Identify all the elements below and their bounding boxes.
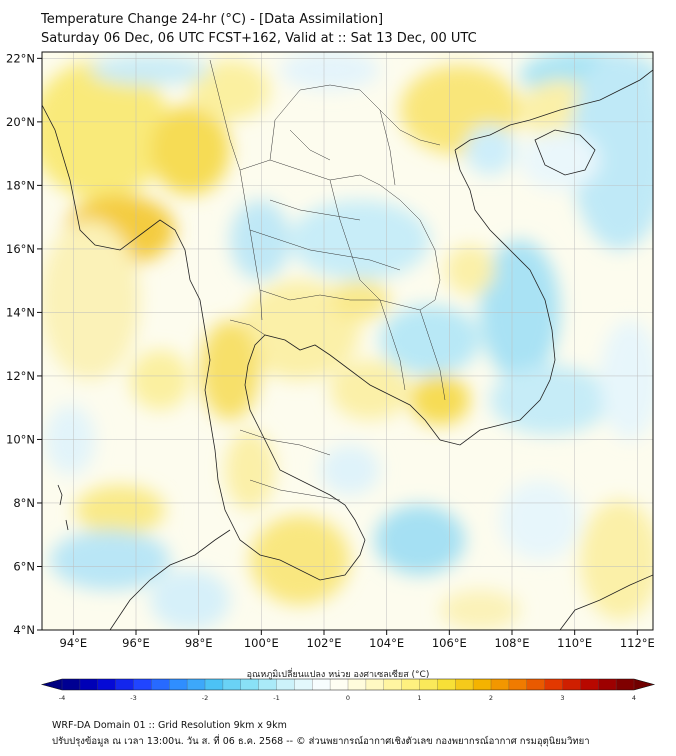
- colorbar-bin: [544, 679, 563, 690]
- provincial-borders: [209, 59, 446, 501]
- lon-tick-label: 94°E: [60, 636, 88, 650]
- colorbar-tick-label: -3: [130, 694, 136, 702]
- colorbar-min-extend: [42, 679, 62, 690]
- colorbar-bin: [419, 679, 438, 690]
- colorbar-tick-label: 0: [346, 694, 350, 702]
- colorbar-bin: [169, 679, 188, 690]
- colorbar-bin: [276, 679, 295, 690]
- colorbar-bin: [115, 679, 134, 690]
- lat-tick-label: 8°N: [13, 496, 35, 510]
- colorbar-bin: [133, 679, 152, 690]
- colorbar-bin: [562, 679, 581, 690]
- colorbar-bin: [473, 679, 492, 690]
- lat-tick-label: 16°N: [6, 242, 35, 256]
- colorbar-outline: [40, 678, 656, 691]
- colorbar-bin: [455, 679, 474, 690]
- coastlines: [42, 69, 653, 630]
- lon-tick-label: 106°E: [432, 636, 467, 650]
- colorbar-tick-label: -2: [202, 694, 208, 702]
- lon-tick-label: 110°E: [557, 636, 592, 650]
- lon-tick-label: 102°E: [307, 636, 342, 650]
- colorbar-tick-label: 4: [632, 694, 636, 702]
- colorbar-tick-label: -1: [273, 694, 279, 702]
- colorbar: -4 -3 -2 -1 0 1 2 3 4: [40, 678, 656, 702]
- colorbar-bin: [383, 679, 402, 690]
- colorbar-bin: [205, 679, 224, 690]
- colorbar-bin: [491, 679, 510, 690]
- colorbar-bin: [187, 679, 206, 690]
- temperature-field: [42, 52, 653, 630]
- lat-tick-label: 14°N: [6, 305, 35, 319]
- lat-tick-label: 4°N: [13, 623, 35, 637]
- colorbar-bin: [508, 679, 528, 690]
- lat-tick-label: 10°N: [6, 432, 35, 446]
- colorbar-bin: [330, 679, 349, 690]
- colorbar-bin: [348, 679, 367, 690]
- lon-tick-label: 112°E: [620, 636, 655, 650]
- colorbar-title: อุณหภูมิเปลี่ยนแปลง หน่วย องศาเซลเซียส (…: [246, 670, 430, 680]
- colorbar-bin: [312, 679, 331, 690]
- colorbar-bin: [437, 679, 456, 690]
- colorbar-tick-label: 1: [417, 694, 421, 702]
- lat-tick-label: 22°N: [6, 51, 35, 65]
- plot-frame: [41, 51, 654, 631]
- axes: 94°E 96°E 98°E 100°E 102°E 104°E 106°E 108°E 110…: [6, 51, 655, 650]
- lon-tick-label: 104°E: [369, 636, 404, 650]
- map-subtitle: Saturday 06 Dec, 06 UTC FCST+162, Valid …: [41, 31, 477, 46]
- lat-tick-label: 6°N: [13, 559, 35, 573]
- colorbar-bin: [97, 679, 116, 690]
- lon-tick-label: 100°E: [244, 636, 279, 650]
- lat-tick-label: 20°N: [6, 115, 35, 129]
- lon-tick-label: 108°E: [495, 636, 530, 650]
- colorbar-bin: [294, 679, 313, 690]
- colorbar-bin: [62, 679, 81, 690]
- lat-tick-label: 12°N: [6, 369, 35, 383]
- colorbar-bin: [79, 679, 99, 690]
- colorbar-bin: [151, 679, 170, 690]
- colorbar-bin: [526, 679, 545, 690]
- colorbar-bin: [365, 679, 385, 690]
- lat-tick-label: 18°N: [6, 178, 35, 192]
- footer-line-1: WRF-DA Domain 01 :: Grid Resolution 9km …: [52, 720, 287, 731]
- map-title: Temperature Change 24-hr (°C) - [Data As…: [41, 12, 384, 27]
- colorbar-tick-label: -4: [59, 694, 65, 702]
- lon-tick-label: 98°E: [185, 636, 213, 650]
- footer-line-2: ปรับปรุงข้อมูล ณ เวลา 13:00น. วัน ส. ที่…: [52, 736, 590, 747]
- colorbar-bin: [401, 679, 420, 690]
- colorbar-max-extend: [634, 679, 654, 690]
- colorbar-bin: [616, 679, 635, 690]
- colorbar-tick-label: 2: [489, 694, 493, 702]
- colorbar-bin: [222, 679, 242, 690]
- colorbar-bin: [258, 679, 277, 690]
- colorbar-bin: [240, 679, 259, 690]
- colorbar-bin: [598, 679, 617, 690]
- lon-tick-label: 96°E: [122, 636, 150, 650]
- colorbar-tick-label: 3: [560, 694, 564, 702]
- colorbar-bin: [580, 679, 599, 690]
